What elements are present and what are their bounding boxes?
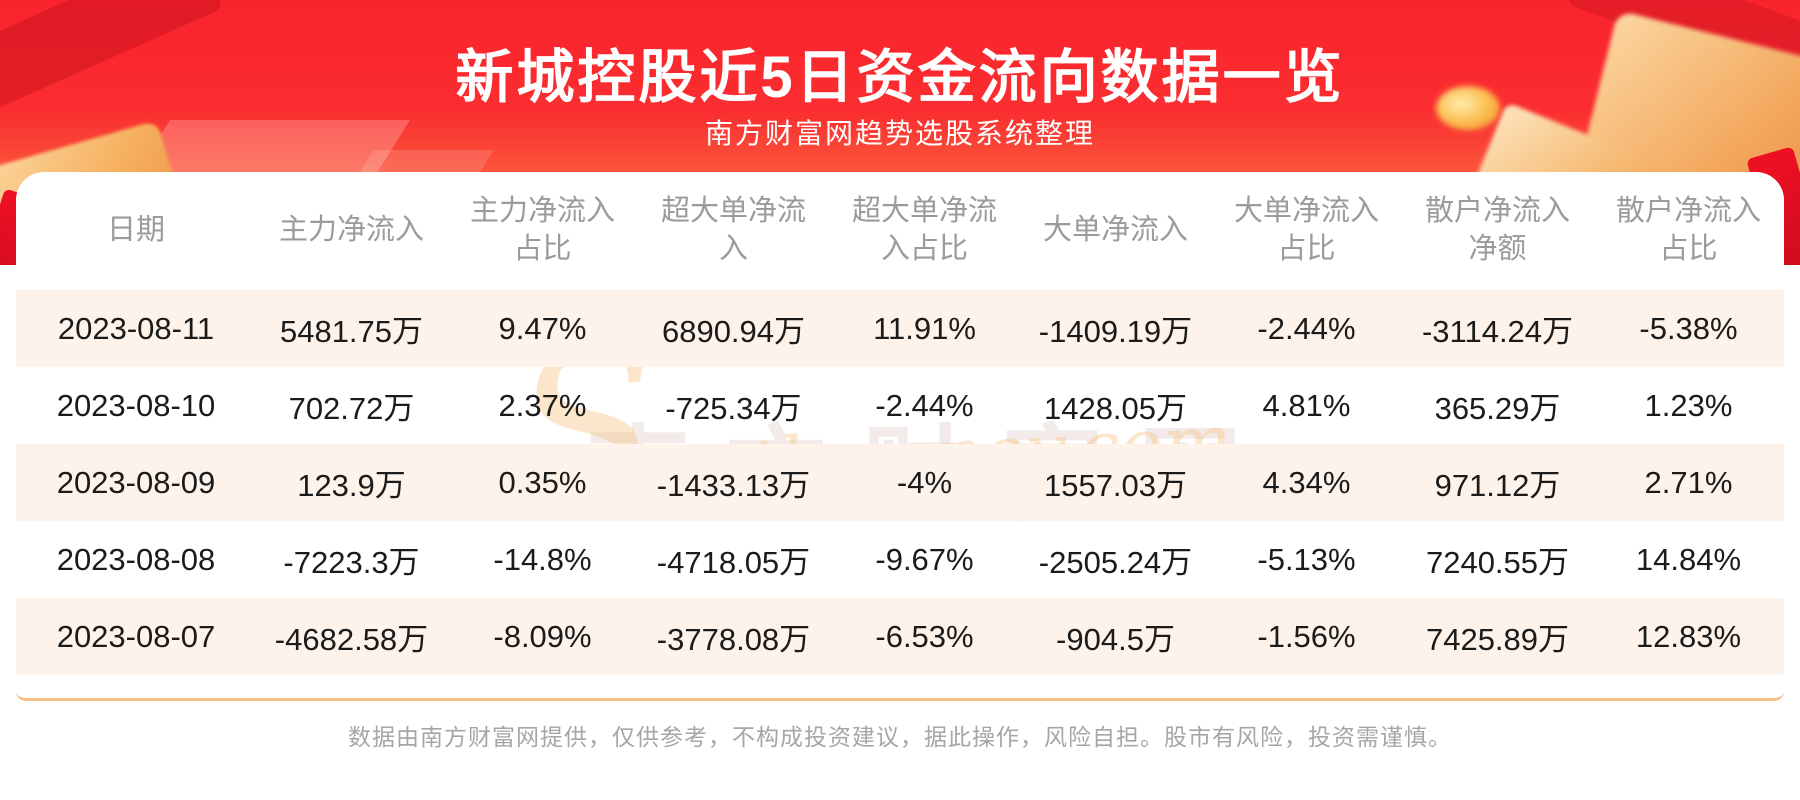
page-subtitle: 南方财富网趋势选股系统整理 [704, 118, 1095, 149]
table-cell-xl_order_net_inflow: 6890.94万 [661, 314, 806, 349]
table-cell-retail_net_inflow_pct: 2.71% [1644, 464, 1733, 500]
table-row: 2023-08-10 702.72万 2.37% -725.34万 -2.44% 1428… [16, 367, 1784, 444]
table-cell-xl_order_net_inflow: -3778.08万 [656, 622, 811, 657]
table-cell-main_net_inflow: 702.72万 [288, 391, 415, 426]
table-cell-retail_net_inflow: 971.12万 [1434, 468, 1561, 503]
table-row: 2023-08-07 -4682.58万 -8.09% -3778.08万 -6.53%… [16, 598, 1784, 675]
table-cell-large_order_net_inflow: 1557.03万 [1043, 468, 1188, 503]
table-cell-xl_order_net_inflow: -725.34万 [665, 391, 802, 426]
table-cell-large_order_net_inflow: -1409.19万 [1038, 314, 1193, 349]
table-cell-date: 2023-08-11 [57, 310, 215, 346]
page-title: 新城控股近5日资金流向数据一览 [455, 45, 1345, 110]
column-header-large_order_net_inflow: 大单净流入 [1042, 214, 1188, 247]
capital-flow-table: 日期 主力净流入 主力净流入 占比 超大单净流 入超大单净流 入占比 大单净流入 大单净流… [16, 172, 1784, 675]
table-cell-main_net_inflow_pct: -8.09% [493, 618, 592, 654]
table-cell-main_net_inflow: 123.9万 [297, 468, 406, 503]
table-cell-large_order_net_inflow_pct: 4.34% [1262, 464, 1351, 500]
table-cell-retail_net_inflow: -3114.24万 [1421, 314, 1574, 349]
table-cell-large_order_net_inflow_pct: -5.13% [1257, 541, 1356, 577]
table-cell-large_order_net_inflow_pct: -2.44% [1257, 310, 1356, 346]
table-cell-date: 2023-08-07 [56, 618, 216, 654]
table-cell-date: 2023-08-09 [56, 464, 216, 500]
table-cell-large_order_net_inflow: 1428.05万 [1043, 391, 1188, 426]
table-cell-xl_order_net_inflow_pct: -6.53% [875, 618, 974, 654]
table-cell-xl_order_net_inflow_pct: 11.91% [873, 310, 976, 346]
column-header-xl_order_net_inflow: 超大单净流 入 [660, 195, 806, 265]
table-cell-xl_order_net_inflow: -1433.13万 [656, 468, 811, 503]
table-cell-main_net_inflow: -7223.3万 [283, 545, 420, 580]
table-cell-xl_order_net_inflow_pct: -4% [896, 464, 953, 500]
column-header-main_net_inflow_pct: 主力净流入 占比 [469, 195, 615, 265]
column-header-xl_order_net_inflow_pct: 超大单净流 入占比 [851, 195, 997, 265]
table-cell-large_order_net_inflow_pct: -1.56% [1257, 618, 1356, 654]
column-header-retail_net_inflow_pct: 散户净流入 占比 [1615, 195, 1761, 265]
column-header-large_order_net_inflow_pct: 大单净流入 占比 [1233, 195, 1379, 265]
table-cell-main_net_inflow_pct: 9.47% [498, 310, 587, 346]
table-cell-main_net_inflow_pct: 0.35% [498, 464, 587, 500]
table-cell-large_order_net_inflow: -2505.24万 [1038, 545, 1193, 580]
table-cell-retail_net_inflow_pct: 14.84% [1635, 541, 1742, 577]
table-cell-retail_net_inflow_pct: 1.23% [1644, 387, 1733, 423]
table-cell-retail_net_inflow: 7240.55万 [1425, 545, 1570, 580]
table-row: 2023-08-11 5481.75万 9.47% 6890.94万 11.91% -14… [16, 290, 1784, 367]
table-cell-retail_net_inflow: 365.29万 [1434, 391, 1561, 426]
table-cell-retail_net_inflow: 7425.89万 [1425, 622, 1570, 657]
column-header-date: 日期 [106, 214, 165, 247]
table-cell-main_net_inflow: -4682.58万 [274, 622, 429, 657]
table-cell-xl_order_net_inflow: -4718.05万 [656, 545, 811, 580]
column-header-main_net_inflow: 主力净流入 [278, 214, 424, 247]
table-cell-retail_net_inflow_pct: -5.38% [1639, 310, 1738, 346]
table-cell-main_net_inflow_pct: 2.37% [498, 387, 587, 423]
disclaimer-text: 数据由南方财富网提供，仅供参考，不构成投资建议，据此操作，风险自担。股市有风险，… [348, 724, 1452, 750]
table-cell-xl_order_net_inflow_pct: -9.67% [875, 541, 974, 577]
table-header-row: 日期 主力净流入 主力净流入 占比 超大单净流 入超大单净流 入占比 大单净流入 大单净流… [16, 172, 1784, 290]
table-cell-main_net_inflow_pct: -14.8% [493, 541, 592, 577]
column-header-retail_net_inflow: 散户净流入 净额 [1424, 195, 1570, 265]
table-cell-main_net_inflow: 5481.75万 [279, 314, 424, 349]
table-row: 2023-08-08 -7223.3万 -14.8% -4718.05万 -9.67% -… [16, 521, 1784, 598]
table-cell-large_order_net_inflow_pct: 4.81% [1262, 387, 1351, 423]
table-cell-date: 2023-08-10 [56, 387, 216, 423]
table-row: 2023-08-09 123.9万 0.35% -1433.13万 -4% 1557.03… [16, 444, 1784, 521]
gold-coin-decoration-icon [1436, 86, 1500, 130]
table-cell-retail_net_inflow_pct: 12.83% [1635, 618, 1742, 654]
table-cell-xl_order_net_inflow_pct: -2.44% [875, 387, 974, 423]
table-cell-large_order_net_inflow: -904.5万 [1056, 622, 1175, 657]
table-cell-date: 2023-08-08 [56, 541, 216, 577]
